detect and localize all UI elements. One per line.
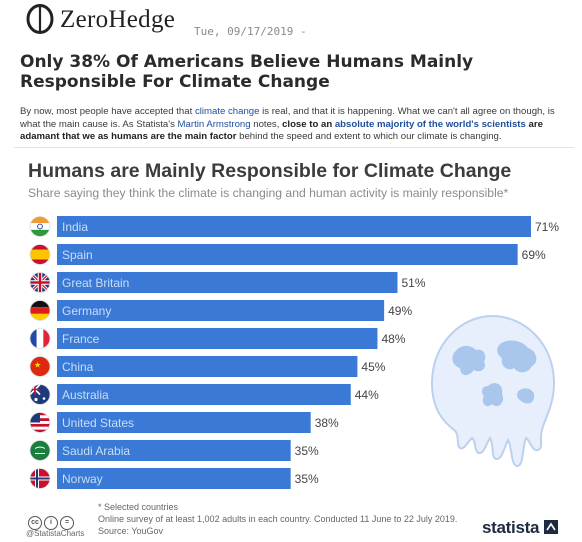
bar-saudi-arabia (57, 440, 291, 461)
bar-category-label: Great Britain (62, 276, 129, 290)
bar-germany (57, 300, 385, 321)
chart-title: Humans are Mainly Responsible for Climat… (28, 160, 512, 182)
bar-category-label: United States (62, 416, 134, 430)
footnote-survey: Online survey of at least 1,002 adults i… (98, 514, 458, 524)
bar-value-label: 45% (361, 360, 385, 374)
intro-text: is real, and that it is happening. What … (20, 106, 555, 130)
bar-australia (57, 384, 351, 405)
license-icons: cc i = (28, 511, 76, 530)
bar-category-label: Saudi Arabia (62, 444, 130, 458)
footnote-selected: * Selected countries (98, 502, 179, 512)
intro-bold-text: are adamant that we as humans are the ma… (20, 118, 543, 143)
no-derivatives-icon[interactable]: = (60, 516, 74, 530)
intro-bold-text: close to an (282, 118, 335, 130)
bar-france (57, 328, 378, 349)
footnote-source: Source: YouGov (98, 526, 164, 536)
statista-logo-icon[interactable] (544, 520, 558, 534)
bar-norway (57, 468, 291, 489)
site-header: ZeroHedge Tue, 09/17/2019 - (26, 4, 566, 38)
bar-value-label: 48% (381, 332, 405, 346)
bar-value-label: 71% (535, 220, 559, 234)
bar-value-label: 44% (355, 388, 379, 402)
svg-text:★: ★ (34, 361, 41, 370)
bar-chart: India 71% Spain 69% Great Britain 51% Germany 4… (29, 216, 559, 489)
bar-spain (57, 244, 518, 265)
flag-outline (29, 244, 51, 265)
flag-outline (29, 356, 51, 377)
martin-armstrong-link[interactable]: Martin Armstrong (177, 118, 251, 130)
site-logo-text[interactable]: ZeroHedge (60, 6, 176, 33)
intro-text: notes, (250, 118, 283, 130)
bars-group: India 71% Spain 69% Great Britain 51% Germany 4… (29, 216, 559, 489)
bar-india (57, 216, 531, 237)
statista-logo[interactable]: statista (482, 518, 540, 537)
chart-subtitle: Share saying they think the climate is c… (28, 186, 509, 200)
post-date: Tue, 09/17/2019 - (194, 25, 307, 38)
bar-category-label: Spain (62, 248, 93, 262)
flag-norway-icon (30, 468, 50, 489)
bar-category-label: China (62, 360, 94, 374)
flag-united-states-icon (30, 412, 50, 433)
bar-value-label: 49% (388, 304, 412, 318)
flag-outline (29, 216, 51, 237)
flag-china-icon: ★ (30, 356, 50, 377)
flag-outline (29, 412, 51, 433)
flag-saudi-arabia-icon (30, 440, 50, 461)
flag-outline (29, 272, 51, 293)
bar-china (57, 356, 358, 377)
bar-value-label: 69% (522, 248, 546, 262)
bar-category-label: Germany (62, 304, 111, 318)
flag-outline (29, 440, 51, 461)
flag-germany-icon (30, 300, 50, 321)
flag-outline (29, 300, 51, 321)
flag-spain-icon (30, 244, 50, 265)
flag-outline (29, 384, 51, 405)
bar-category-label: India (62, 220, 88, 234)
chart-card: Humans are Mainly Responsible for Climat… (14, 147, 574, 542)
flag-outline (29, 468, 51, 489)
scientists-majority-link[interactable]: absolute majority of the world's scienti… (334, 118, 526, 130)
bar-category-label: Australia (62, 388, 109, 402)
bar-value-label: 51% (401, 276, 425, 290)
bar-value-label: 38% (315, 416, 339, 430)
bar-united-states (57, 412, 311, 433)
creative-commons-icon[interactable]: cc (28, 516, 42, 530)
flag-france-icon (30, 328, 50, 349)
bar-category-label: Norway (62, 472, 103, 486)
flag-outline (29, 328, 51, 349)
intro-text: behind the speed and extent to which our… (236, 131, 502, 142)
climate-change-link[interactable]: climate change (194, 106, 260, 117)
melting-globe-icon (430, 314, 556, 468)
flag-great-britain-icon (30, 272, 50, 293)
article-title: Only 38% Of Americans Believe Humans Mai… (20, 52, 474, 92)
zerohedge-logo-icon[interactable] (26, 4, 54, 34)
bar-great-britain (57, 272, 398, 293)
intro-text: By now, most people have accepted that (20, 106, 195, 117)
flag-india-icon (30, 216, 50, 237)
bar-value-label: 35% (295, 472, 319, 486)
bar-category-label: France (62, 332, 100, 346)
bar-value-label: 35% (295, 444, 319, 458)
attribution-icon[interactable]: i (44, 516, 58, 530)
statista-handle[interactable]: @StatistaCharts (26, 529, 85, 538)
article-intro: By now, most people have accepted that c… (20, 106, 572, 144)
